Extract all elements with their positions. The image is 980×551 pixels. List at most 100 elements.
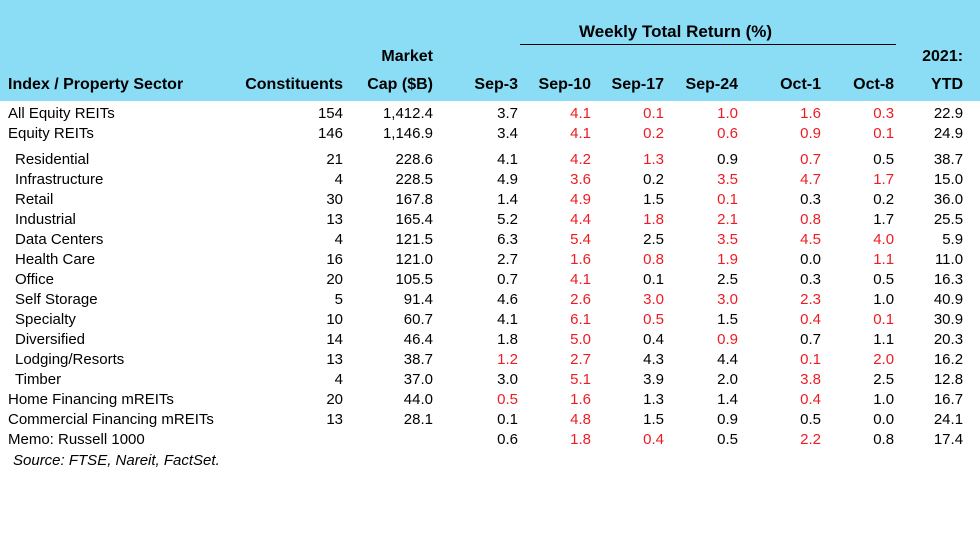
weekly-return-cell: 0.7 (800, 331, 821, 348)
weekly-return-cell: 1.3 (643, 151, 664, 168)
header-spacer (896, 0, 980, 44)
ytd-cell: 15.0 (933, 171, 964, 188)
sector-cell: All Equity REITs (8, 105, 115, 122)
table-row: Self Storage 5 91.4 4.6 2.6 3.0 3.0 2.3 … (0, 290, 980, 310)
weekly-return-cell: 0.6 (717, 125, 738, 142)
weekly-return-cell: 0.9 (717, 331, 738, 348)
sector-column-header: Index / Property Sector (0, 66, 225, 101)
ytd-cell: 24.9 (933, 125, 964, 142)
weekly-return-cell: 1.0 (717, 105, 738, 122)
constituents-cell: 4 (334, 231, 343, 248)
constituents-cell: 30 (326, 191, 343, 208)
table-row: Retail 30 167.8 1.4 4.9 1.5 0.1 0.3 0.2 … (0, 190, 980, 210)
constituents-column-header: Constituents (225, 66, 345, 101)
weekly-return-cell: 2.6 (570, 291, 591, 308)
table-row: Data Centers 4 121.5 6.3 5.4 2.5 3.5 4.5… (0, 230, 980, 250)
week-column-header-oct8: Oct-8 (823, 66, 897, 101)
market-cap-cell: 1,146.9 (382, 125, 433, 142)
table-row: Office 20 105.5 0.7 4.1 0.1 2.5 0.3 0.5 … (0, 270, 980, 290)
weekly-return-cell: 3.5 (717, 171, 738, 188)
table-row: Equity REITs 146 1,146.9 3.4 4.1 0.2 0.6… (0, 124, 980, 144)
market-cap-cell: 165.4 (395, 211, 433, 228)
weekly-return-cell: 0.5 (643, 311, 664, 328)
table-body: All Equity REITs 154 1,412.4 3.7 4.1 0.1… (0, 101, 980, 450)
weekly-return-cell: 1.6 (570, 391, 591, 408)
weekly-return-cell: 3.8 (800, 371, 821, 388)
weekly-return-cell: 1.7 (873, 211, 895, 228)
weekly-return-cell: 5.2 (497, 211, 518, 228)
table-row: Industrial 13 165.4 5.2 4.4 1.8 2.1 0.8 … (0, 210, 980, 230)
weekly-return-cell: 0.4 (643, 431, 664, 448)
market-cap-cell: 91.4 (403, 291, 433, 308)
weekly-return-cell: 0.1 (717, 191, 738, 208)
weekly-return-cell: 1.4 (497, 191, 518, 208)
weekly-return-cell: 3.7 (497, 105, 518, 122)
header-spacer (0, 44, 345, 66)
ytd-cell: 30.9 (933, 311, 964, 328)
weekly-return-cell: 2.0 (717, 371, 738, 388)
weekly-return-cell: 4.1 (570, 271, 591, 288)
weekly-return-cell: 0.7 (497, 271, 518, 288)
weekly-return-cell: 4.4 (570, 211, 591, 228)
weekly-return-cell: 0.6 (497, 431, 518, 448)
ytd-cell: 22.9 (933, 105, 964, 122)
weekly-return-cell: 1.5 (643, 191, 664, 208)
weekly-total-return-group-header: Weekly Total Return (%) (520, 0, 897, 45)
constituents-cell: 20 (326, 271, 343, 288)
market-cap-cell: 37.0 (403, 371, 433, 388)
sector-cell: Self Storage (15, 291, 98, 308)
weekly-return-cell: 3.4 (497, 125, 518, 142)
weekly-return-cell: 1.3 (643, 391, 664, 408)
weekly-return-cell: 2.3 (800, 291, 821, 308)
sector-cell: Commercial Financing mREITs (8, 411, 214, 428)
weekly-return-cell: 0.9 (717, 151, 738, 168)
weekly-return-cell: 2.7 (497, 251, 518, 268)
table-row: Residential 21 228.6 4.1 4.2 1.3 0.9 0.7… (0, 144, 980, 170)
weekly-return-cell: 0.5 (800, 411, 821, 428)
constituents-cell: 4 (334, 171, 343, 188)
week-column-header-sep17: Sep-17 (593, 66, 666, 101)
weekly-return-cell: 4.8 (570, 411, 591, 428)
weekly-return-cell: 1.1 (873, 251, 895, 268)
weekly-return-cell: 2.5 (717, 271, 738, 288)
weekly-return-cell: 0.8 (873, 431, 895, 448)
constituents-cell: 13 (326, 351, 343, 368)
weekly-return-cell: 4.2 (570, 151, 591, 168)
weekly-return-cell: 1.1 (873, 331, 895, 348)
ytd-cell: 5.9 (942, 231, 964, 248)
weekly-return-cell: 1.5 (717, 311, 738, 328)
week-column-header-sep24: Sep-24 (666, 66, 740, 101)
weekly-return-cell: 3.9 (643, 371, 664, 388)
weekly-return-cell: 0.3 (800, 271, 821, 288)
week-column-header-sep3: Sep-3 (435, 66, 520, 101)
weekly-return-cell: 1.8 (570, 431, 591, 448)
sector-cell: Equity REITs (8, 125, 94, 142)
table-row: Infrastructure 4 228.5 4.9 3.6 0.2 3.5 4… (0, 170, 980, 190)
ytd-cell: 12.8 (933, 371, 964, 388)
ytd-cell: 16.3 (933, 271, 964, 288)
market-cap-cell: 167.8 (395, 191, 433, 208)
constituents-cell: 10 (326, 311, 343, 328)
weekly-return-cell: 0.8 (800, 211, 821, 228)
weekly-return-cell: 4.9 (570, 191, 591, 208)
constituents-cell: 21 (326, 151, 343, 168)
ytd-cell: 16.7 (933, 391, 964, 408)
weekly-return-cell: 0.1 (800, 351, 821, 368)
weekly-return-cell: 1.4 (717, 391, 738, 408)
sector-cell: Retail (15, 191, 54, 208)
weekly-return-cell: 4.1 (570, 105, 591, 122)
ytd-header-line1: 2021: (896, 44, 980, 66)
weekly-return-cell: 0.8 (643, 251, 664, 268)
weekly-return-cell: 6.1 (570, 311, 591, 328)
weekly-return-cell: 4.1 (497, 311, 518, 328)
sector-cell: Lodging/Resorts (15, 351, 125, 368)
reit-returns-table: Weekly Total Return (%) Market 2021: Ind… (0, 0, 980, 450)
ytd-cell: 24.1 (933, 411, 964, 428)
week-column-header-sep10: Sep-10 (520, 66, 593, 101)
weekly-return-cell: 4.0 (873, 231, 895, 248)
market-cap-cell: 105.5 (395, 271, 433, 288)
weekly-return-cell: 0.5 (497, 391, 518, 408)
weekly-return-cell: 3.5 (717, 231, 738, 248)
sector-cell: Data Centers (15, 231, 104, 248)
weekly-return-cell: 1.8 (497, 331, 518, 348)
